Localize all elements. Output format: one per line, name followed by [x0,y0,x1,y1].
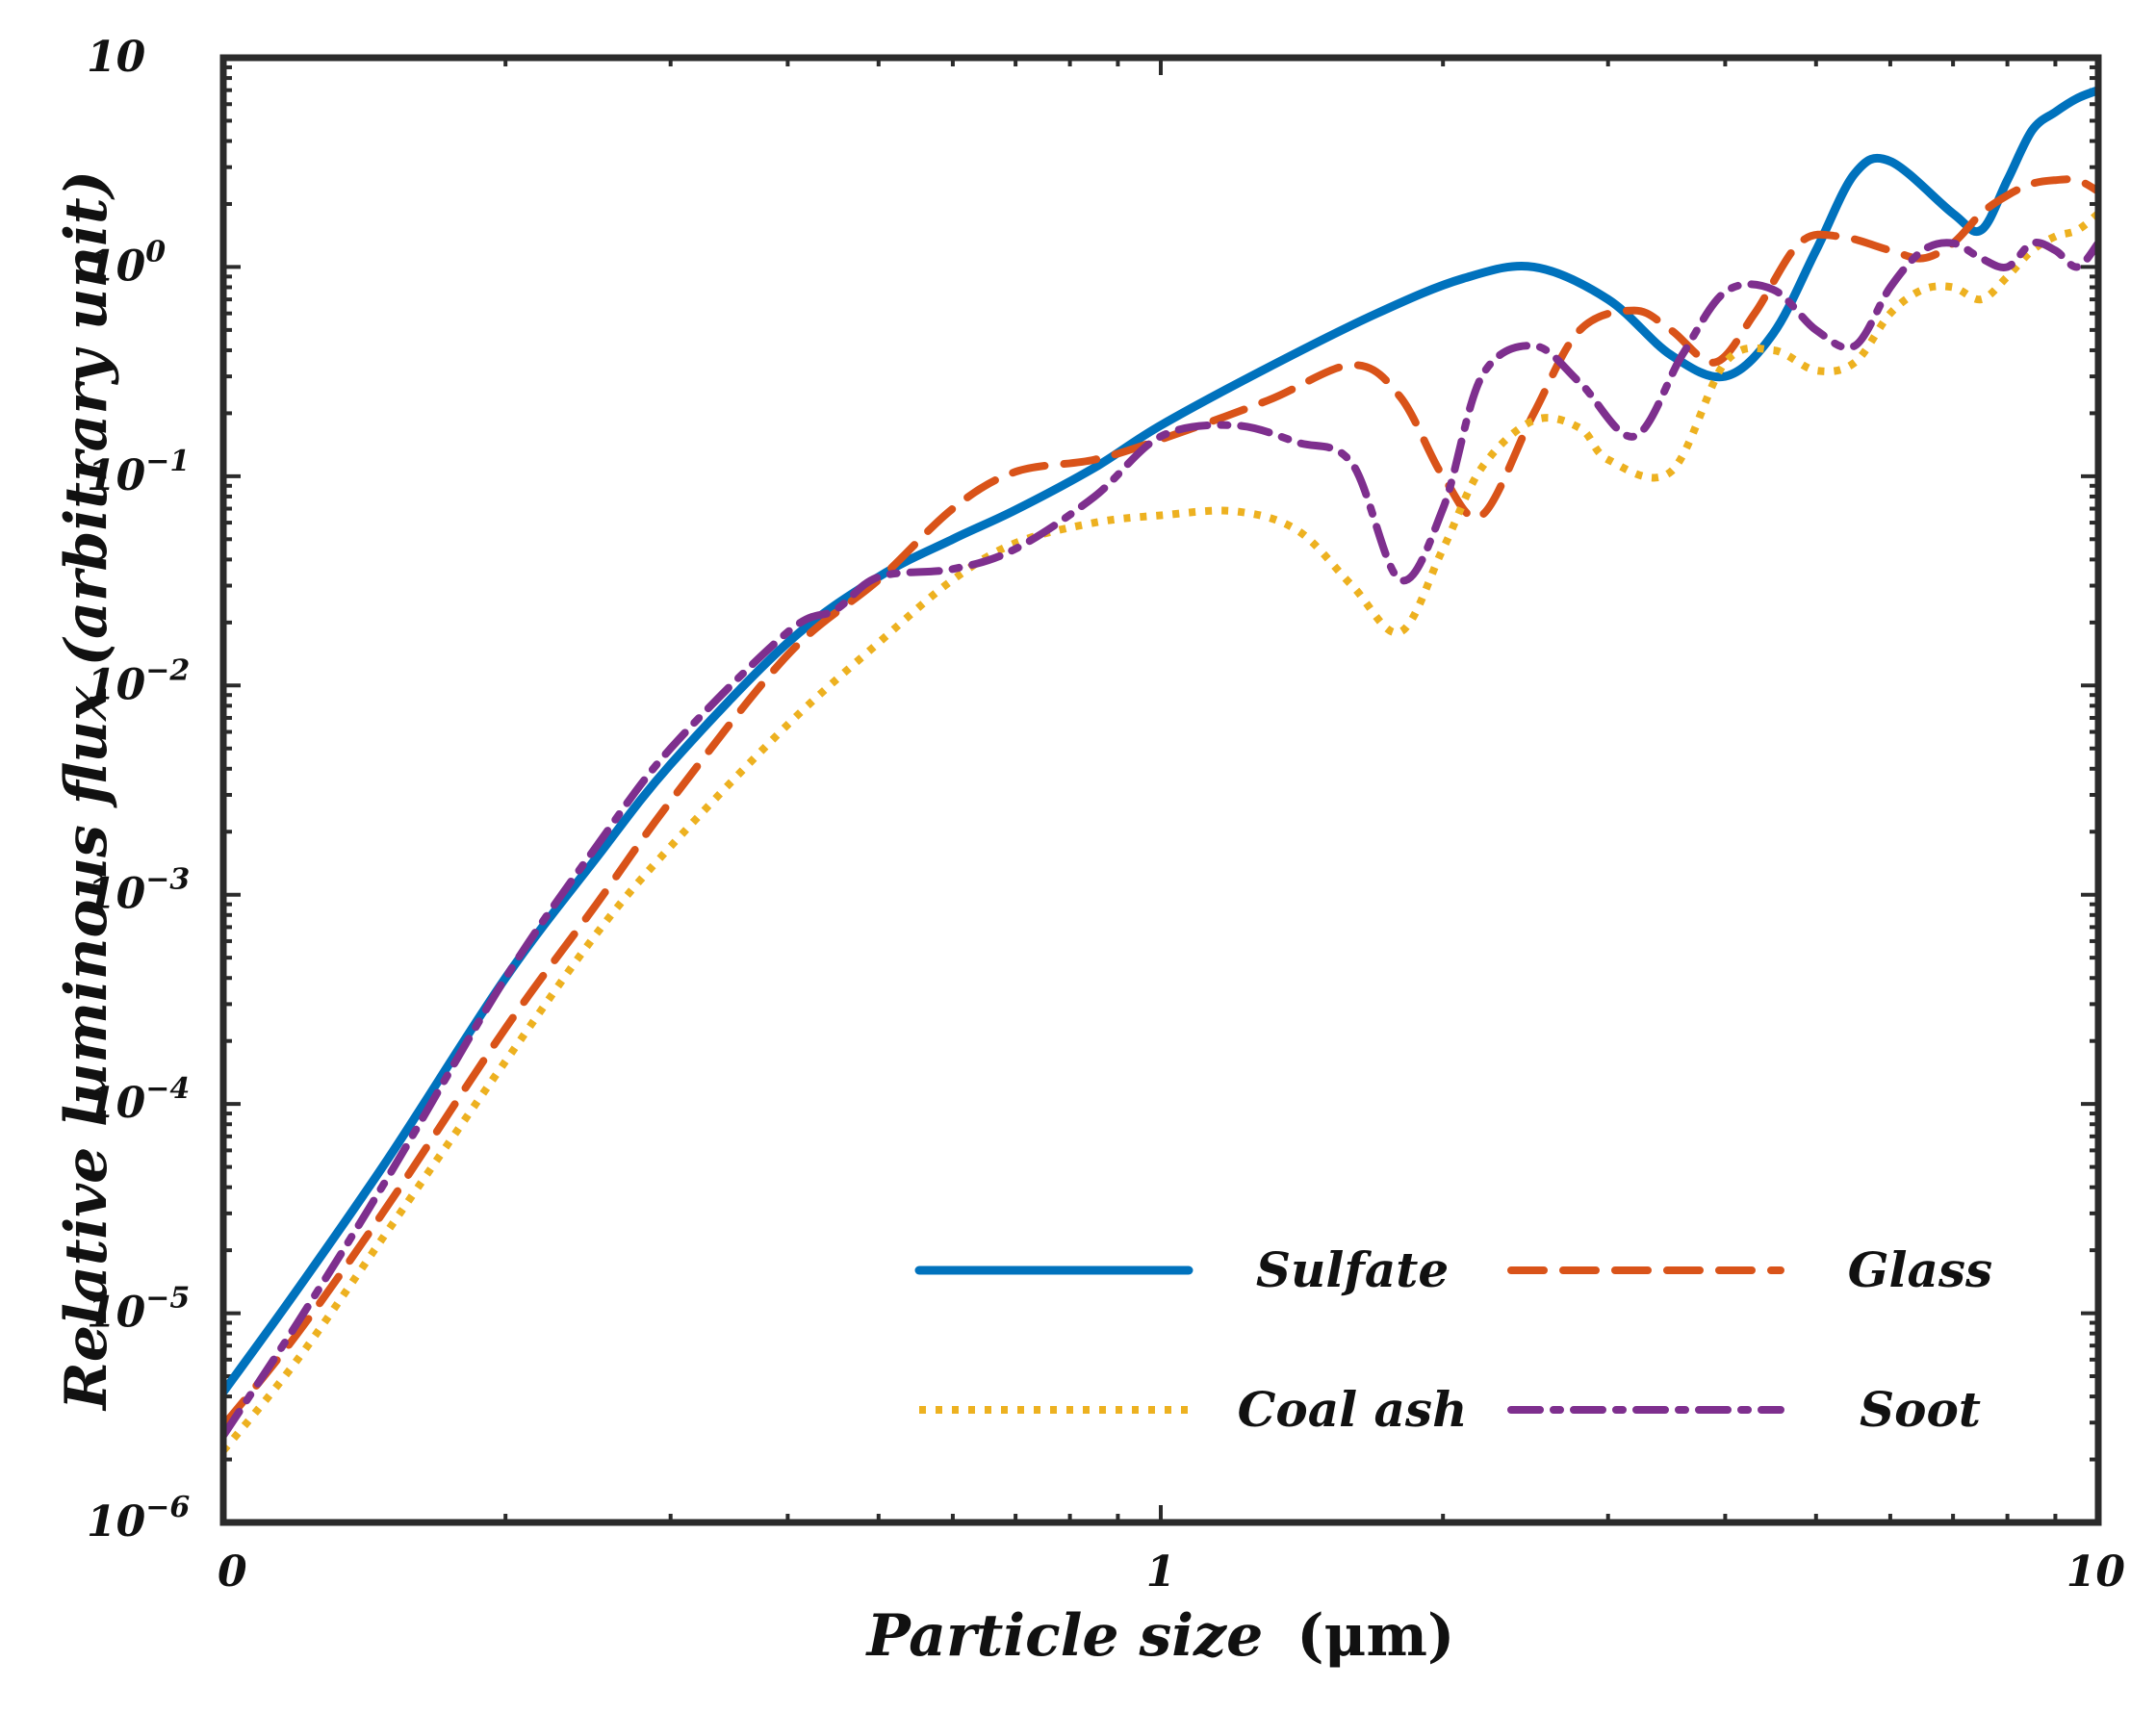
x-tick-label-2: 10 [2066,1547,2126,1597]
y-axis-title: Relative luminous flux (arbitrary unit) [53,170,120,1412]
y-tick-label-2: 10−1 [87,445,190,500]
y-tick-exponent: −6 [145,1491,190,1524]
legend-label-glass: Glass [1848,1241,1992,1298]
y-tick-exponent: −5 [145,1282,190,1316]
x-tick-label-1: 1 [1146,1547,1176,1597]
x-axis-title-main: Particle size [865,1602,1264,1670]
y-tick-label-6: 10−5 [87,1282,190,1338]
y-tick-exponent: −4 [145,1072,190,1106]
y-tick-exponent: −2 [145,653,190,687]
series-layer [223,86,2098,1454]
x-axis-title-unit: (μm) [1296,1602,1454,1670]
y-tick-exponent: 0 [145,235,166,268]
legend: Sulfate Glass Coal ash Soot [914,1241,1992,1438]
y-tick-label-4: 10−3 [87,863,190,919]
x-axis-title: Particle size (μm) [865,1602,1455,1670]
y-tick-label-0: 10 [87,33,146,82]
legend-label-coal-ash: Coal ash [1238,1381,1468,1438]
series-line-glass [223,175,2098,1430]
series-line-sulfate [223,86,2098,1396]
legend-label-soot: Soot [1860,1381,1981,1438]
y-tick-exponent: −3 [145,863,190,897]
legend-label-sulfate: Sulfate [1256,1241,1449,1298]
plot-frame [219,54,2102,1526]
x-tick-label-0: 0 [218,1547,247,1597]
y-tick-exponent: −1 [145,445,190,478]
y-tick-label-3: 10−2 [87,653,190,709]
series-line-soot [223,239,2098,1440]
x-tick-labels: 0 1 10 [218,1547,2125,1597]
series-line-coal-ash [223,210,2098,1454]
